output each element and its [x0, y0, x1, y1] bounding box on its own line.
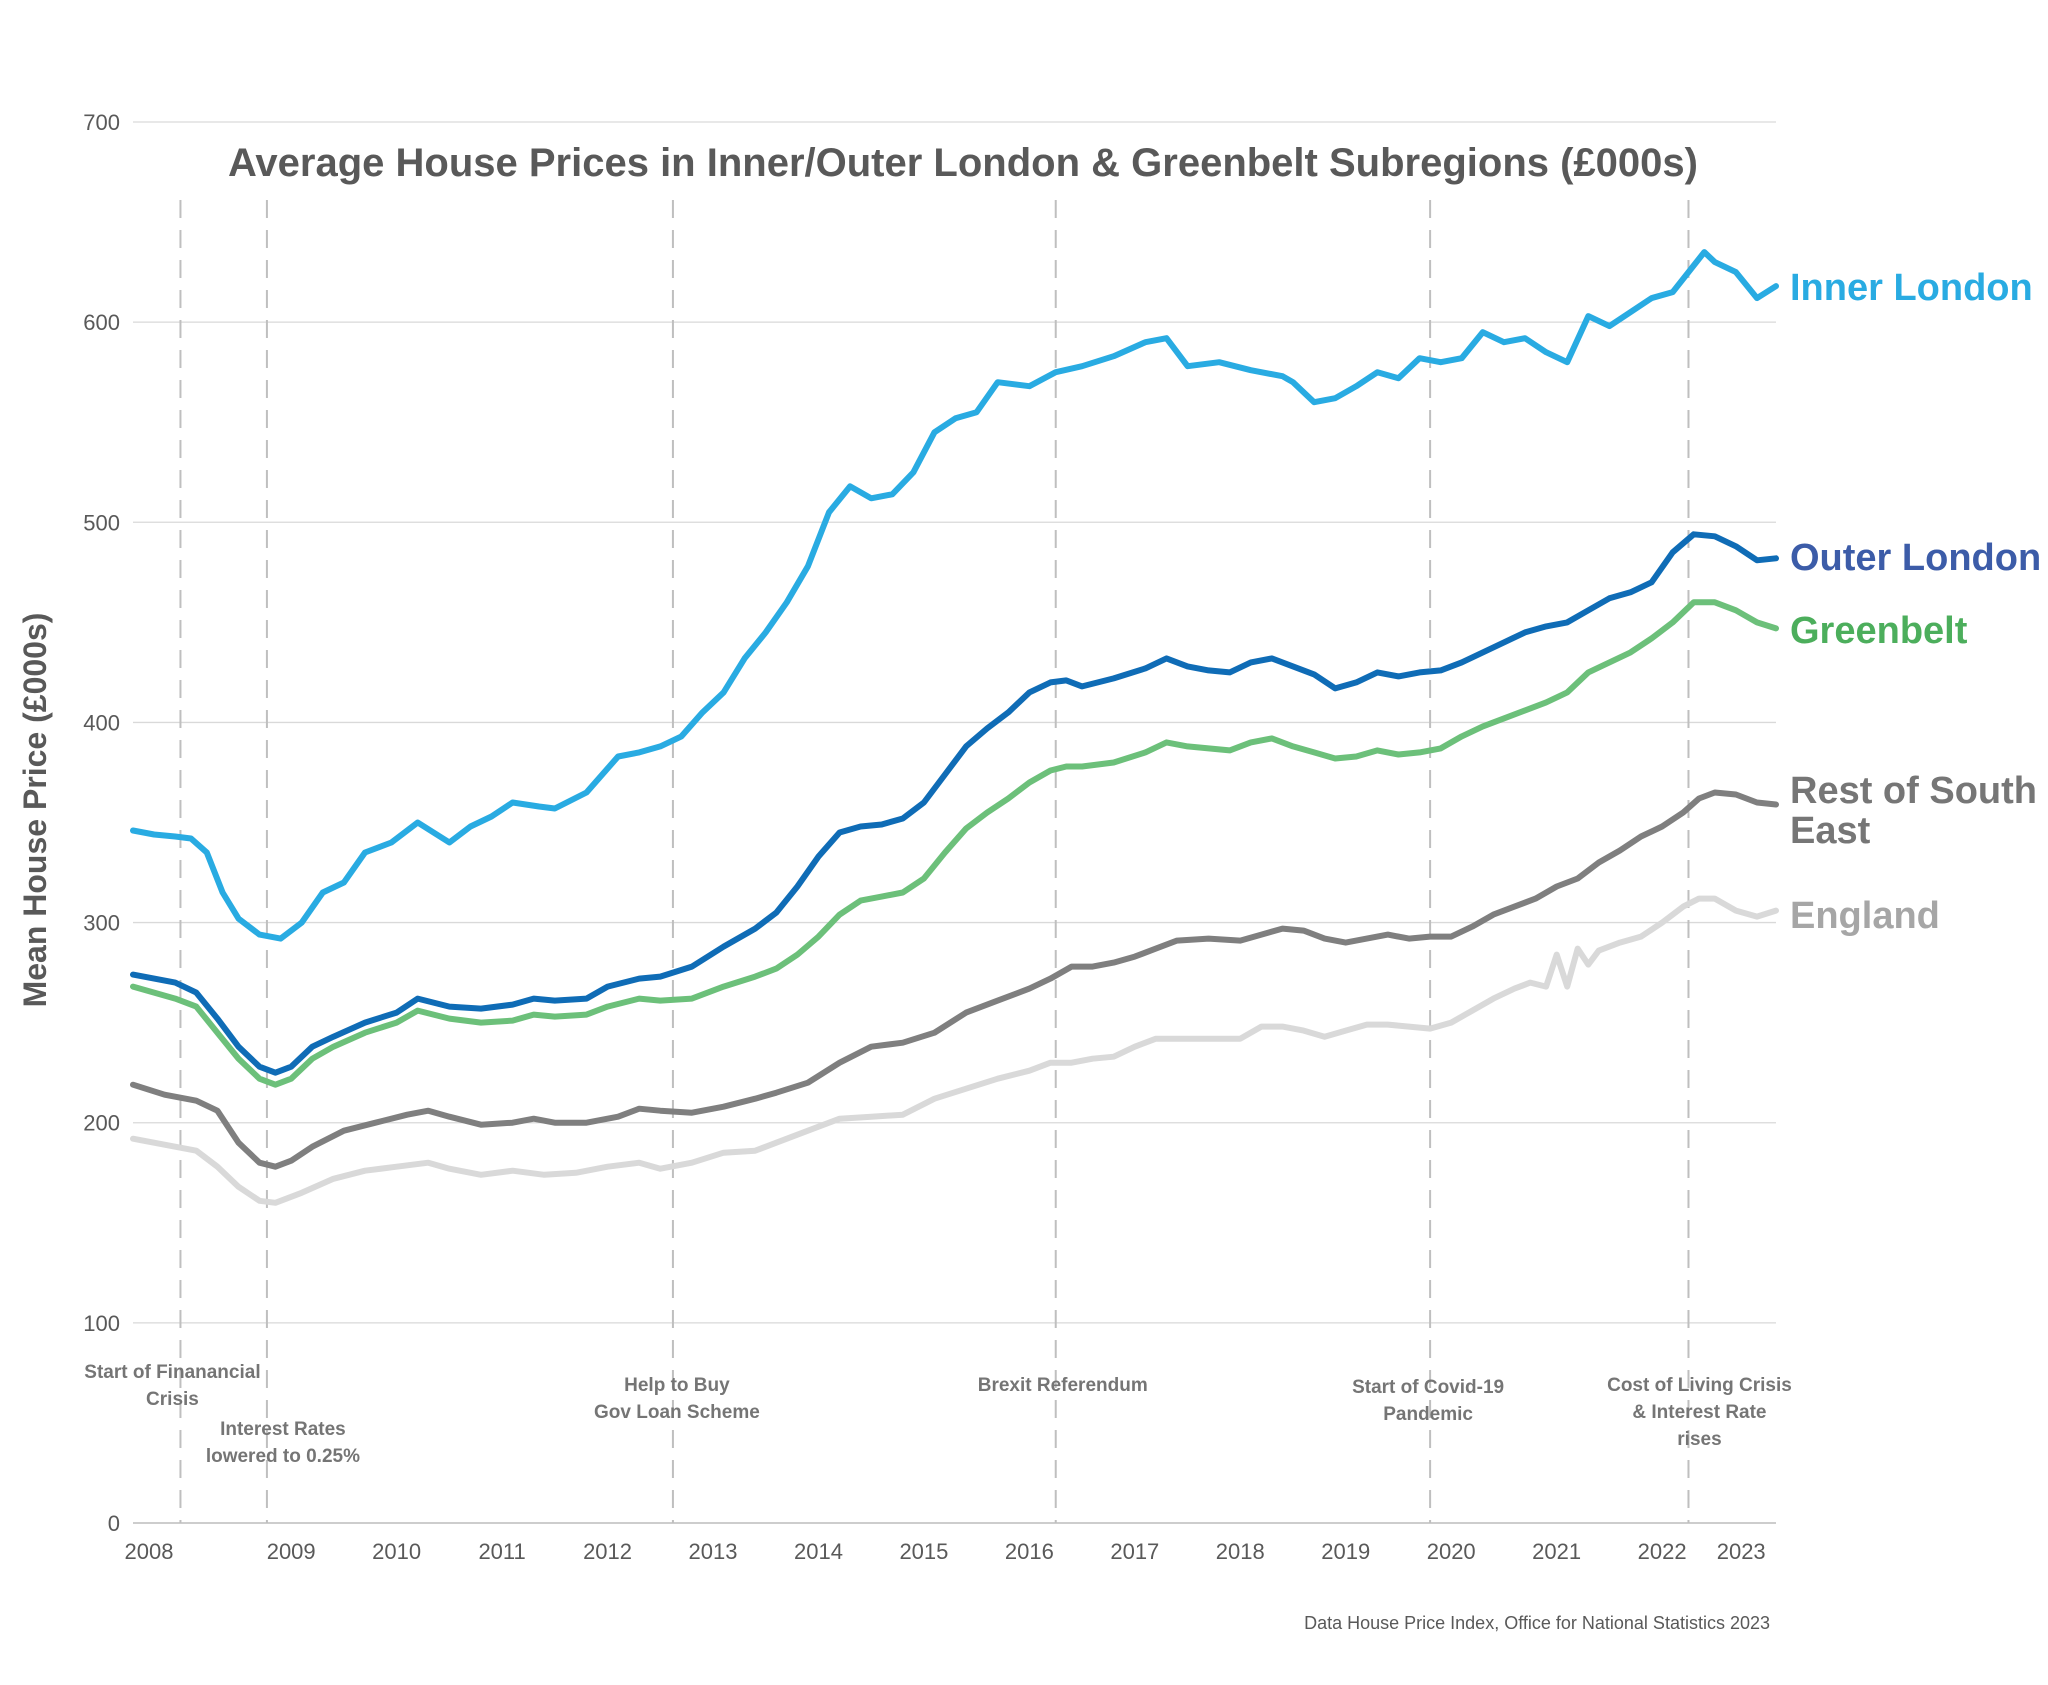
source-note: Data House Price Index, Office for Natio… — [1304, 1613, 1770, 1633]
x-tick-label: 2017 — [1110, 1539, 1159, 1564]
event-label: Cost of Living Crisis & Interest Rate rise… — [1607, 1375, 1792, 1450]
y-tick-label: 400 — [83, 710, 120, 735]
series-label: Outer London — [1790, 537, 2041, 579]
axes: 0 100 200 300 400 500 600 700 2008 2009 2010 2011 20… — [83, 110, 1776, 1564]
event-label: Start of Finanancial Crisis — [84, 1362, 260, 1410]
event-label: Help to Buy Gov Loan Scheme — [594, 1375, 760, 1423]
x-tick-label: 2020 — [1427, 1539, 1476, 1564]
y-axis-title: Mean House Price (£000s) — [17, 613, 53, 1008]
series-labels: Start of Finanancial Crisis Interest Rates… — [84, 267, 2041, 1467]
series-line-rest-of-south-east — [130, 789, 1779, 1170]
x-tick-label: 2016 — [1005, 1539, 1054, 1564]
series-line-outer-london — [130, 531, 1779, 1076]
x-tick-label: 2011 — [478, 1539, 525, 1564]
y-tick-label: 600 — [83, 310, 120, 335]
series-lines — [130, 249, 1779, 1206]
x-tick-label: 2021 — [1532, 1539, 1581, 1564]
event-label: Interest Rates lowered to 0.25% — [206, 1419, 360, 1467]
x-tick-label: 2009 — [267, 1539, 316, 1564]
event-label: Start of Covid-19 Pandemic — [1352, 1377, 1504, 1425]
x-tick-label: 2008 — [125, 1539, 174, 1564]
x-tick-label: 2015 — [899, 1539, 948, 1564]
y-tick-label: 100 — [83, 1311, 120, 1336]
series-label: Rest of South East — [1790, 770, 2037, 852]
x-tick-label: 2022 — [1638, 1539, 1687, 1564]
x-tick-label: 2019 — [1321, 1539, 1370, 1564]
y-tick-label: 700 — [83, 110, 120, 135]
series-label: Greenbelt — [1790, 610, 1968, 652]
y-tick-label: 500 — [83, 510, 120, 535]
series-line-inner-london — [130, 249, 1779, 942]
chart-title: Average House Prices in Inner/Outer Lond… — [228, 141, 1698, 185]
y-tick-label: 0 — [108, 1511, 120, 1536]
event-label: Brexit Referendum — [978, 1375, 1148, 1396]
x-tick-label: 2018 — [1216, 1539, 1265, 1564]
series-label: England — [1790, 895, 1940, 937]
series-line-greenbelt — [130, 599, 1779, 1088]
y-tick-label: 200 — [83, 1111, 120, 1136]
x-tick-label: 2010 — [372, 1539, 421, 1564]
x-tick-label: 2012 — [583, 1539, 632, 1564]
x-tick-label: 2023 — [1717, 1539, 1766, 1564]
series-line-england — [130, 895, 1779, 1206]
y-tick-label: 300 — [83, 911, 120, 936]
x-tick-label: 2013 — [689, 1539, 738, 1564]
x-tick-label: 2014 — [794, 1539, 843, 1564]
gridlines — [133, 121, 1776, 1524]
event-markers — [179, 200, 1690, 1523]
series-label: Inner London — [1790, 267, 2033, 309]
